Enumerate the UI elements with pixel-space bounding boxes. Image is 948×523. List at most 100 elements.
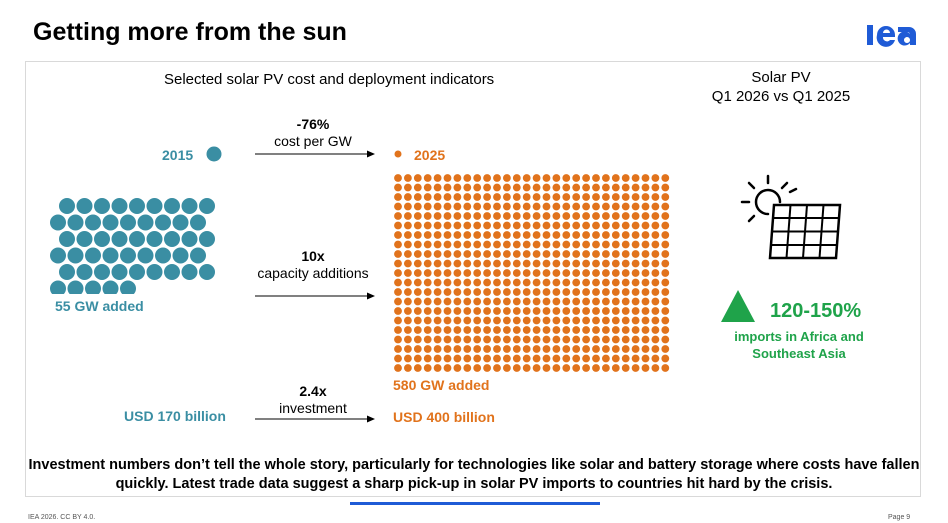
orange-dot bbox=[522, 259, 531, 268]
orange-dot bbox=[661, 269, 670, 277]
capacity-2025-label: 580 GW added bbox=[393, 377, 490, 393]
orange-dot bbox=[582, 193, 590, 201]
orange-dot bbox=[463, 297, 472, 306]
orange-dot bbox=[413, 221, 422, 230]
orange-dot bbox=[542, 278, 551, 287]
orange-dot bbox=[572, 202, 581, 211]
orange-dot bbox=[433, 297, 442, 306]
orange-dot bbox=[621, 174, 630, 182]
orange-dot bbox=[443, 259, 452, 268]
orange-dot bbox=[493, 202, 501, 211]
orange-dot bbox=[483, 231, 491, 239]
teal-dot bbox=[129, 198, 145, 214]
orange-dot bbox=[483, 174, 491, 182]
orange-dot bbox=[453, 326, 462, 334]
orange-dot bbox=[522, 174, 531, 182]
orange-dot bbox=[641, 183, 650, 192]
orange-dot bbox=[503, 212, 511, 220]
teal-dot bbox=[67, 247, 84, 264]
orange-dot bbox=[611, 307, 620, 315]
orange-dot bbox=[463, 326, 472, 334]
arrow-investment-value: 2.4x bbox=[299, 383, 327, 399]
orange-dot bbox=[413, 193, 422, 201]
orange-dot bbox=[522, 231, 531, 239]
orange-dot bbox=[661, 316, 670, 325]
orange-dot bbox=[592, 345, 600, 353]
orange-dot bbox=[503, 202, 511, 211]
orange-dot bbox=[423, 278, 432, 287]
orange-dot bbox=[592, 307, 600, 315]
orange-dot bbox=[423, 335, 432, 344]
orange-dot bbox=[473, 231, 482, 239]
orange-dot bbox=[621, 193, 630, 201]
orange-dot bbox=[463, 259, 472, 268]
orange-dot bbox=[394, 259, 402, 268]
teal-dot bbox=[181, 264, 198, 280]
orange-dot bbox=[562, 231, 571, 239]
orange-dot bbox=[592, 297, 600, 306]
orange-dot bbox=[572, 221, 581, 230]
orange-dot bbox=[522, 221, 531, 230]
orange-dot bbox=[542, 240, 551, 249]
orange-dot bbox=[473, 240, 482, 249]
orange-dot bbox=[592, 174, 600, 182]
orange-dot bbox=[404, 269, 412, 277]
orange-dot bbox=[512, 354, 521, 363]
orange-dot bbox=[651, 202, 660, 211]
teal-dot bbox=[102, 280, 119, 294]
orange-dot bbox=[651, 354, 660, 363]
orange-dot bbox=[443, 193, 452, 201]
orange-dot bbox=[592, 221, 600, 230]
orange-dot bbox=[552, 174, 561, 182]
orange-dot bbox=[651, 364, 660, 372]
orange-dot bbox=[443, 231, 452, 239]
orange-dot bbox=[631, 183, 640, 192]
orange-dot bbox=[542, 221, 551, 230]
teal-dot bbox=[76, 231, 93, 247]
orange-dot bbox=[631, 297, 640, 306]
orange-dot bbox=[562, 288, 571, 296]
orange-dot bbox=[532, 202, 541, 211]
investment-2025-label: USD 400 billion bbox=[393, 409, 495, 425]
orange-dot bbox=[532, 345, 541, 353]
orange-dot bbox=[433, 345, 442, 353]
single-dot-2015 bbox=[206, 146, 222, 162]
orange-dot bbox=[621, 278, 630, 287]
teal-dot bbox=[76, 198, 93, 214]
orange-dot bbox=[463, 269, 472, 277]
orange-dot bbox=[641, 269, 650, 277]
orange-dot bbox=[483, 307, 491, 315]
orange-dot bbox=[473, 183, 482, 192]
orange-dot bbox=[522, 183, 531, 192]
orange-dot bbox=[572, 231, 581, 239]
orange-dot bbox=[473, 316, 482, 325]
orange-dot bbox=[552, 307, 561, 315]
arrow-capacity-text: capacity additions bbox=[257, 265, 369, 281]
teal-dot bbox=[50, 214, 66, 231]
orange-dot bbox=[592, 269, 600, 277]
orange-dot bbox=[552, 240, 561, 249]
orange-dot bbox=[463, 221, 472, 230]
orange-dot bbox=[413, 364, 422, 372]
orange-dot bbox=[611, 183, 620, 192]
orange-dot bbox=[394, 231, 402, 239]
orange-dot bbox=[453, 354, 462, 363]
orange-dot bbox=[453, 288, 462, 296]
orange-dot bbox=[611, 202, 620, 211]
orange-dot bbox=[562, 278, 571, 287]
orange-dot bbox=[443, 212, 452, 220]
orange-dot bbox=[562, 335, 571, 344]
orange-dot bbox=[493, 364, 501, 372]
orange-dot bbox=[512, 259, 521, 268]
orange-dot bbox=[433, 221, 442, 230]
orange-dot bbox=[641, 250, 650, 258]
orange-dot bbox=[404, 288, 412, 296]
orange-dot bbox=[592, 364, 600, 372]
orange-dot bbox=[641, 316, 650, 325]
capacity-2025-dot-grid bbox=[394, 174, 670, 372]
footer-copyright: IEA 2026. CC BY 4.0. bbox=[28, 514, 96, 521]
orange-dot bbox=[592, 183, 600, 192]
orange-dot bbox=[572, 269, 581, 277]
orange-dot bbox=[542, 335, 551, 344]
orange-dot bbox=[443, 288, 452, 296]
